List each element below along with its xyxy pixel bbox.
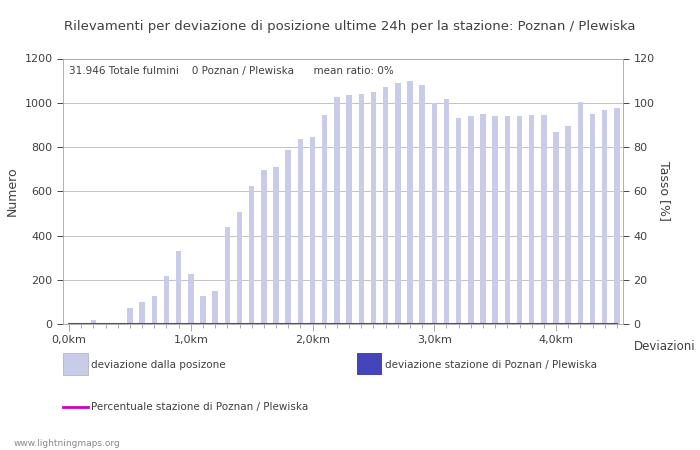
Bar (529, 115, 534, 324)
Text: Percentuale stazione di Poznan / Plewiska: Percentuale stazione di Poznan / Plewisk… (91, 402, 308, 413)
Bar (322, 115, 328, 324)
Y-axis label: Numero: Numero (6, 166, 19, 216)
Text: www.lightningmaps.org: www.lightningmaps.org (14, 438, 120, 447)
Bar (91, 320, 96, 324)
Text: deviazione dalla posizone: deviazione dalla posizone (91, 360, 225, 370)
Bar (127, 308, 133, 324)
Bar (590, 114, 595, 324)
Bar (176, 252, 181, 324)
Bar (553, 132, 559, 324)
Bar (237, 212, 242, 324)
Bar (346, 95, 352, 324)
Bar (566, 126, 571, 324)
Bar (480, 114, 486, 324)
Bar (225, 227, 230, 324)
Text: Rilevamenti per deviazione di posizione ultime 24h per la stazione: Poznan / Ple: Rilevamenti per deviazione di posizione … (64, 20, 636, 33)
Bar (371, 92, 376, 324)
Bar (444, 99, 449, 324)
Bar (212, 291, 218, 324)
Bar (395, 83, 400, 324)
Bar (249, 186, 254, 324)
Bar (200, 296, 206, 324)
Bar (419, 86, 425, 324)
Bar (261, 170, 267, 324)
Bar (492, 117, 498, 324)
Bar (188, 274, 194, 324)
Bar (407, 81, 413, 324)
Bar (456, 117, 461, 324)
Bar (505, 117, 510, 324)
Bar (432, 103, 437, 324)
Bar (578, 102, 583, 324)
Bar (298, 139, 303, 324)
Text: Deviazioni: Deviazioni (634, 340, 695, 353)
Bar (310, 138, 315, 324)
Bar (152, 296, 157, 324)
Bar (164, 276, 169, 324)
Bar (541, 115, 547, 324)
Bar (273, 167, 279, 324)
Bar (286, 150, 291, 324)
Text: deviazione stazione di Poznan / Plewiska: deviazione stazione di Poznan / Plewiska (385, 360, 597, 370)
Bar (139, 302, 145, 324)
FancyBboxPatch shape (357, 353, 382, 375)
Bar (614, 108, 620, 324)
Bar (517, 117, 522, 324)
Bar (468, 117, 474, 324)
FancyBboxPatch shape (63, 353, 88, 375)
Y-axis label: Tasso [%]: Tasso [%] (658, 161, 671, 221)
Text: 31.946 Totale fulmini    0 Poznan / Plewiska      mean ratio: 0%: 31.946 Totale fulmini 0 Poznan / Plewisk… (69, 67, 393, 76)
Bar (383, 86, 389, 324)
Bar (334, 97, 340, 324)
Bar (358, 94, 364, 324)
Bar (602, 110, 608, 324)
